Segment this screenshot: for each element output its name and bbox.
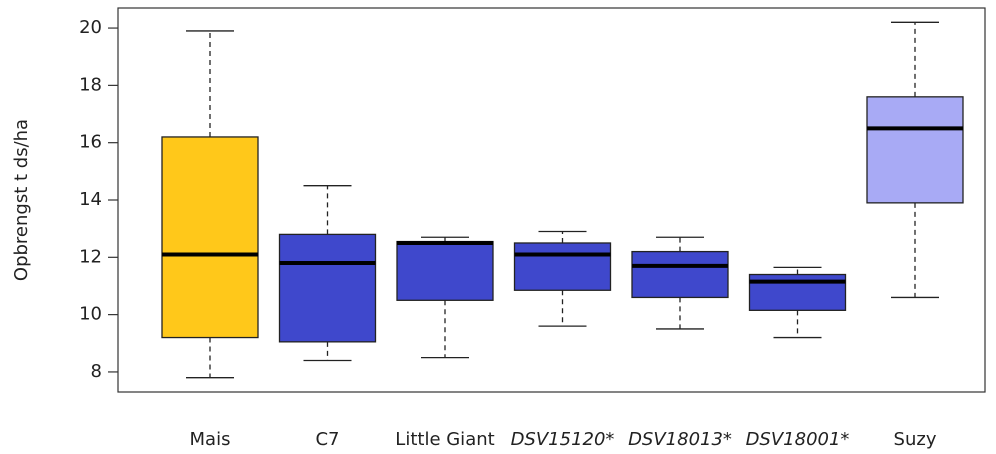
x-tick-label: DSV18001* [746,429,850,450]
y-tick-label: 16 [79,132,102,153]
y-tick-label: 20 [79,17,102,38]
box [513,242,612,291]
y-tick-label: 12 [79,246,102,267]
x-tick-label: C7 [315,429,339,450]
box [161,136,259,339]
y-tick-label: 8 [91,361,102,382]
box [866,96,964,204]
box [396,240,494,301]
x-tick-label: DSV18013* [628,429,732,450]
y-axis-title: Opbrengst t ds/ha [11,119,32,281]
box [631,250,729,299]
x-tick-label: Suzy [894,429,937,450]
y-tick-label: 14 [79,189,102,210]
x-tick-label: Little Giant [395,429,494,450]
y-tick-label: 10 [79,304,102,325]
box [278,233,377,343]
x-tick-label: Mais [190,429,231,450]
x-tick-label: DSV15120* [511,429,615,450]
y-tick-label: 18 [79,74,102,95]
